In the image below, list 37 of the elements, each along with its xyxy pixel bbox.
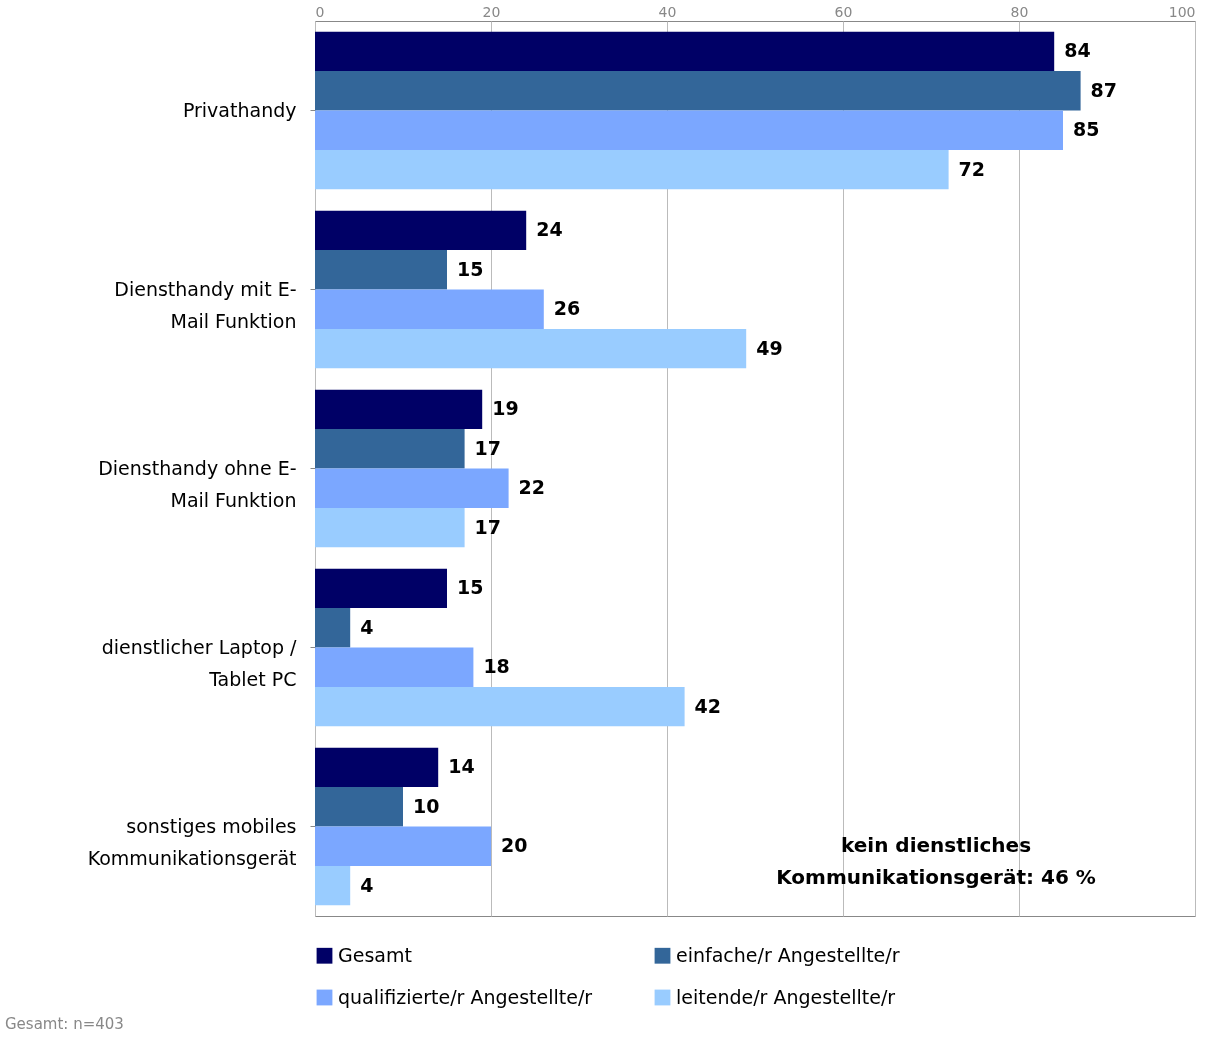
legend-label: einfache/r Angestellte/r	[676, 943, 900, 966]
x-tick-label: 40	[658, 3, 677, 20]
data-label: 15	[457, 576, 484, 599]
data-label: 24	[536, 218, 563, 241]
legend-label: Gesamt	[338, 943, 412, 966]
data-label: 4	[360, 615, 374, 638]
x-tick-label: 20	[482, 3, 501, 20]
data-label: 87	[1090, 78, 1118, 101]
legend-label: leitende/r Angestellte/r	[676, 985, 896, 1008]
y-tick-label: Privathandy	[182, 98, 297, 121]
data-label: 49	[756, 336, 783, 359]
x-tick-label: 100	[1168, 3, 1196, 20]
y-tick-label: dienstlicher Laptop / Tablet PC	[101, 635, 298, 690]
text: Gesamt: n=403	[5, 1015, 124, 1033]
data-label: 20	[501, 834, 528, 857]
y-tick-label: Diensthandy mit E- Mail Funktion	[114, 277, 297, 332]
data-label: 26	[553, 297, 581, 320]
data-label: 15	[457, 257, 484, 280]
data-label: 17	[474, 436, 502, 459]
data-label: 85	[1073, 118, 1100, 141]
data-label: 10	[413, 794, 440, 817]
data-label: 18	[483, 655, 510, 678]
y-tick-label: Diensthandy ohne E- Mail Funktion	[98, 456, 297, 511]
legend-label: qualifizierte/r Angestellte/r	[338, 985, 593, 1008]
y-tick-label: sonstiges mobiles Kommunikationsgerät	[87, 814, 297, 869]
x-tick-label: 80	[1010, 3, 1029, 20]
x-tick-label: 0	[315, 3, 325, 20]
data-label: 84	[1064, 39, 1091, 62]
data-label: 42	[694, 694, 722, 717]
data-label: 4	[360, 873, 374, 896]
data-label: 14	[448, 755, 475, 778]
data-label: 17	[474, 515, 502, 538]
data-label: 72	[958, 157, 986, 180]
data-label: 19	[492, 397, 519, 420]
annotation: kein dienstliches Kommunikationsgerät: 46 %	[776, 833, 1096, 889]
data-label: 22	[518, 476, 546, 499]
x-tick-label: 60	[834, 3, 853, 20]
